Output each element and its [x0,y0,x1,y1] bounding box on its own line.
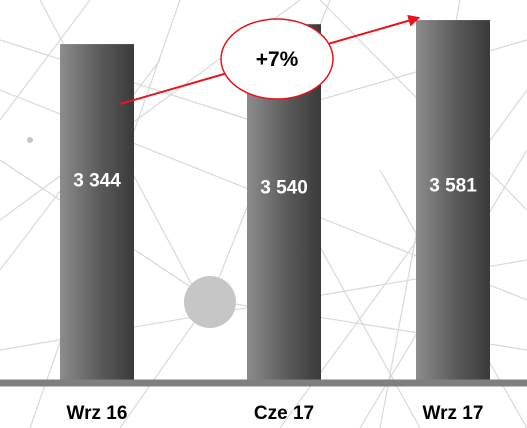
bar-value-label: 3 344 [73,170,121,191]
bar-wrz-17 [416,20,490,383]
network-node [27,137,33,143]
network-node [184,276,236,328]
bar-value-label: 3 540 [260,178,308,199]
x-tick-label: Wrz 16 [67,403,128,424]
x-tick-label: Cze 17 [254,403,314,424]
bar-value-label: 3 581 [429,176,477,197]
growth-annotation-label: +7% [256,48,299,71]
growth-annotation-circle [220,18,334,100]
x-tick-label: Wrz 17 [423,403,484,424]
bar-wrz-16 [60,44,134,383]
